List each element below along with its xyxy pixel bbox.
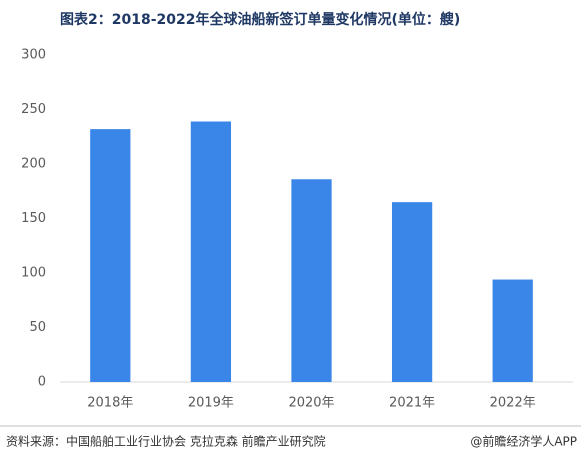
source: 资料来源：中国船舶工业行业协会 克拉克森 前瞻产业研究院 — [6, 434, 326, 449]
y-tick-label: 150 — [21, 211, 46, 226]
y-tick-label: 50 — [29, 320, 46, 335]
bar — [391, 202, 433, 382]
chart-title: 图表2：2018-2022年全球油船新签订单量变化情况(单位：艘) — [60, 11, 460, 28]
bar — [190, 121, 232, 383]
x-tick-label: 2019年 — [188, 396, 234, 411]
credit: @前瞻经济学人APP — [470, 434, 577, 449]
bar — [291, 179, 332, 382]
bar — [492, 279, 533, 382]
y-tick-label: 100 — [21, 266, 46, 281]
y-tick-label: 300 — [21, 48, 46, 63]
x-tick-label: 2021年 — [389, 396, 435, 411]
x-tick-label: 2020年 — [288, 396, 334, 411]
y-tick-label: 200 — [21, 157, 46, 172]
bar — [90, 129, 131, 382]
y-tick-label: 0 — [38, 375, 46, 390]
x-tick-label: 2022年 — [490, 396, 536, 411]
y-tick-label: 250 — [21, 102, 46, 117]
x-tick-label: 2018年 — [87, 396, 133, 411]
